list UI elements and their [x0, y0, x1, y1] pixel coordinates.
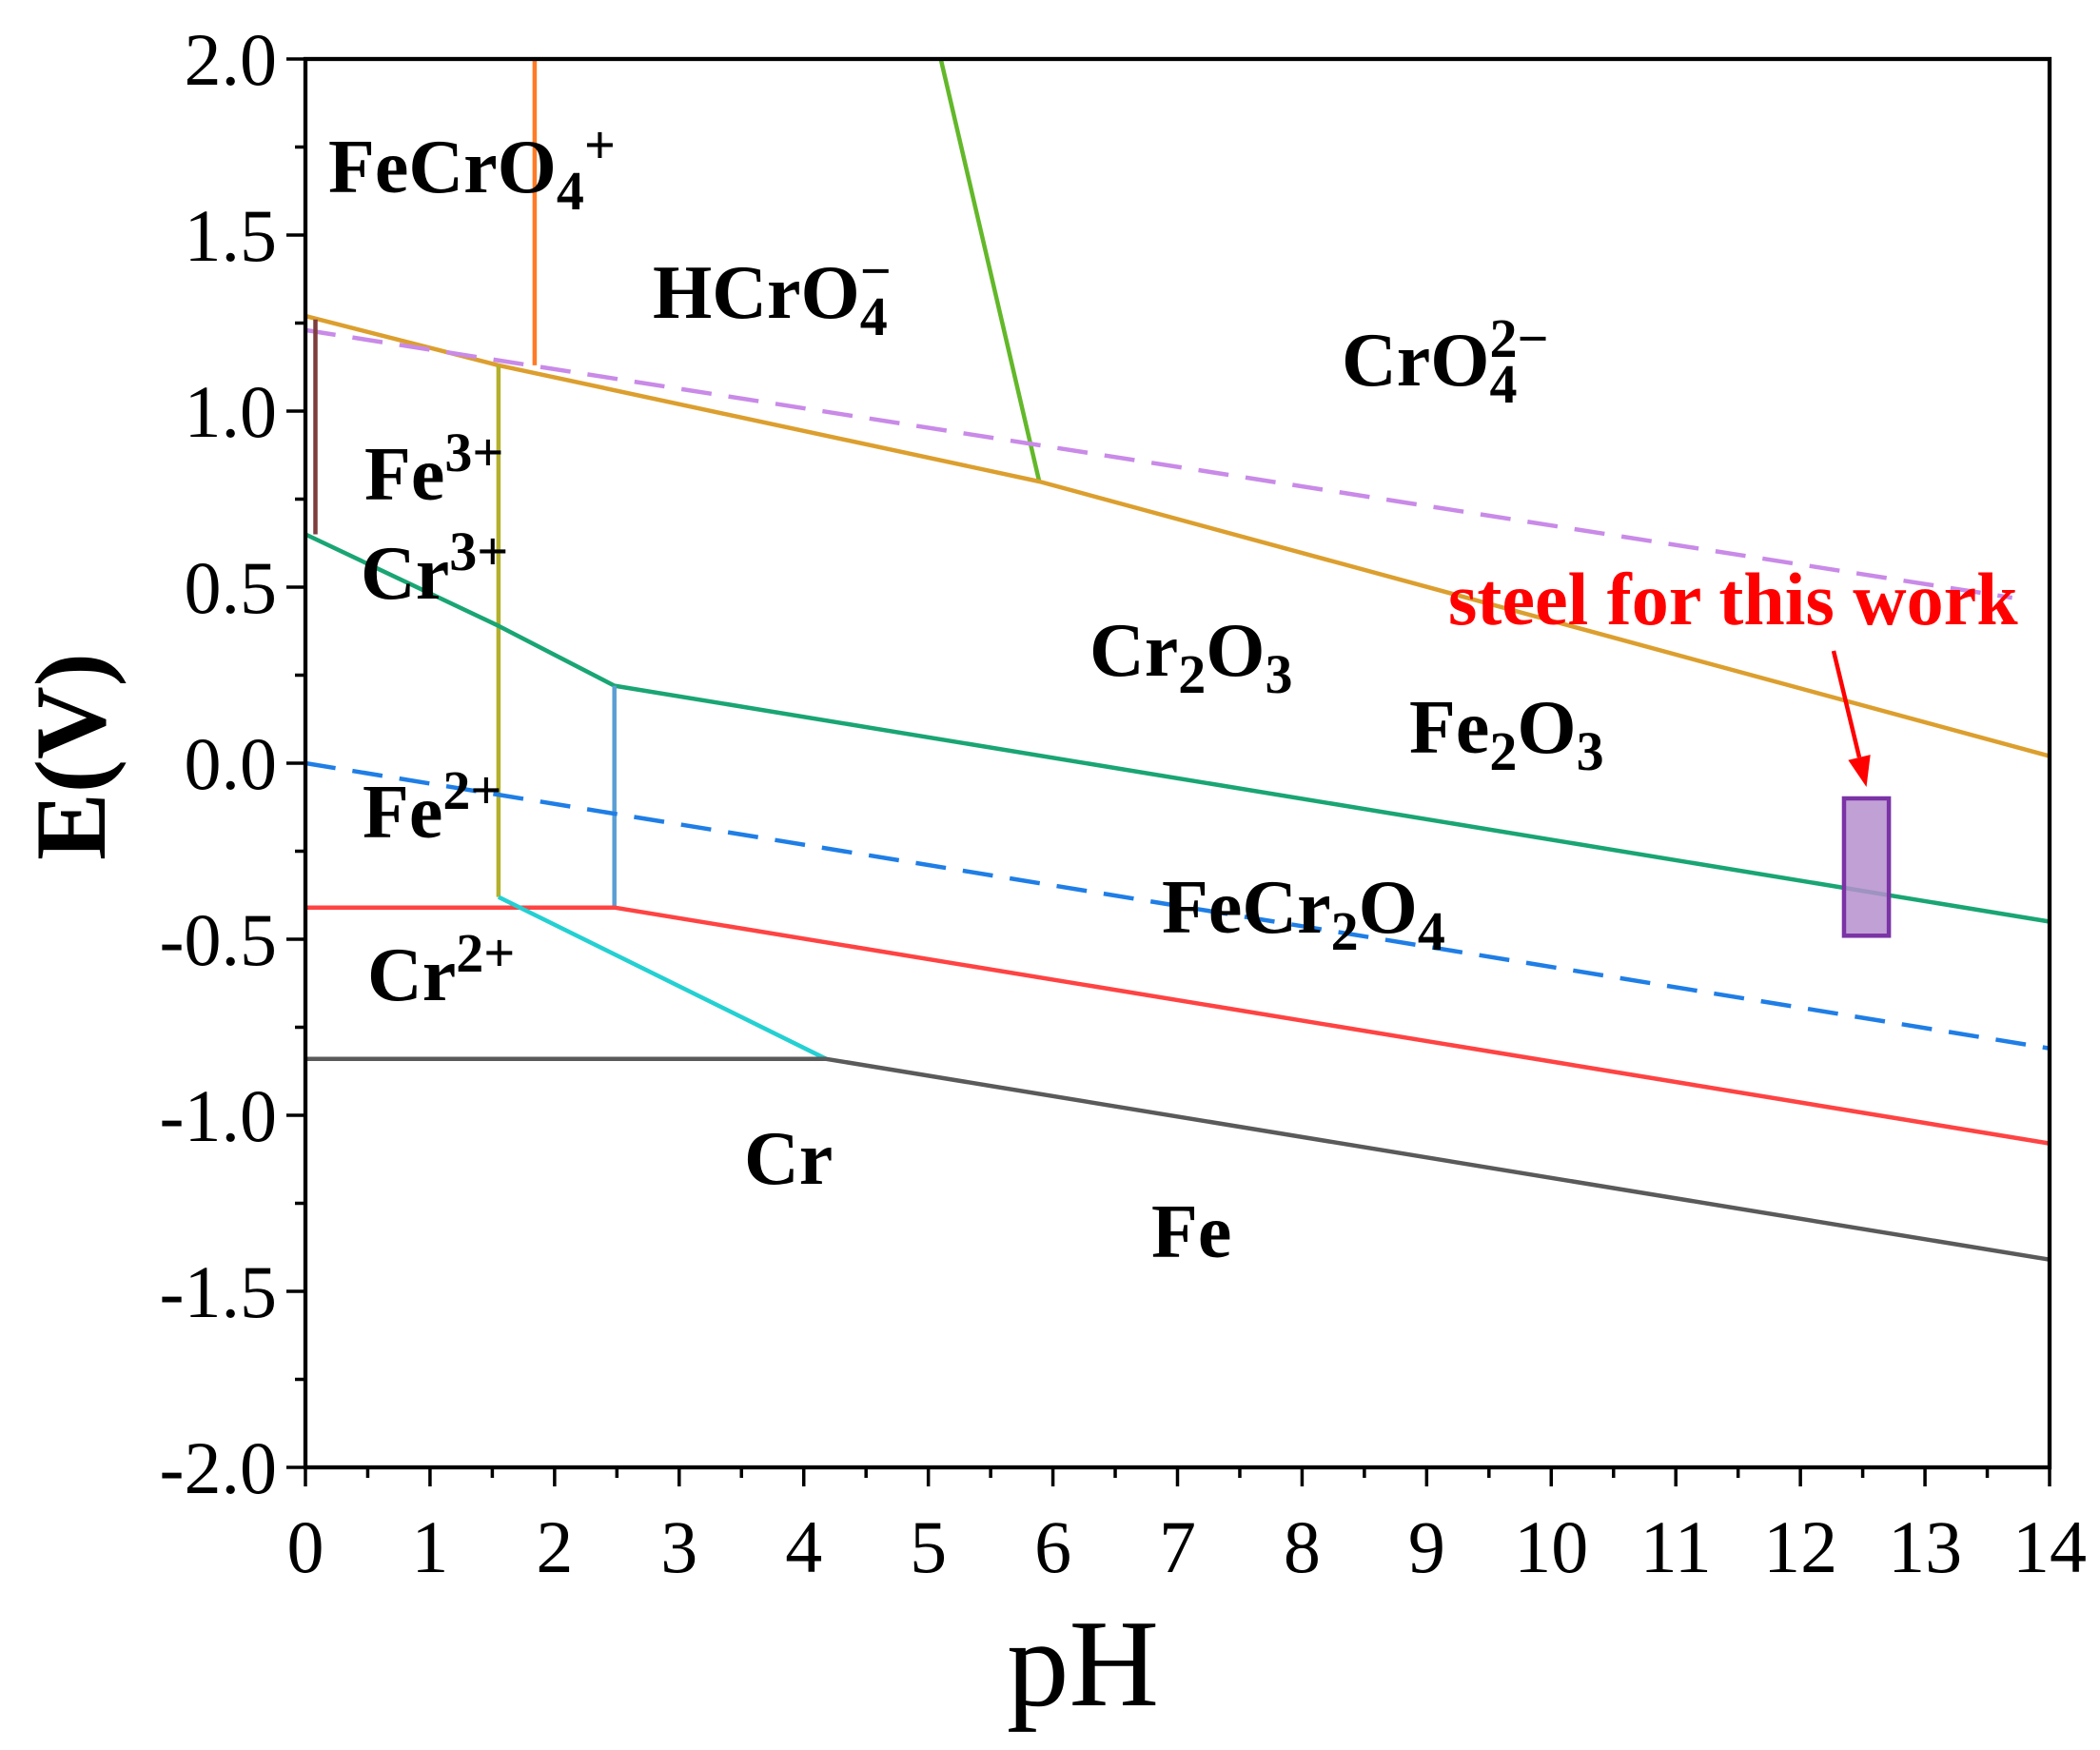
steel-region	[1841, 796, 1892, 938]
region-label-cr2plus: Cr2+	[367, 922, 515, 1017]
label-text: Fe	[1409, 686, 1489, 770]
label-text: O	[1206, 609, 1265, 693]
region-label-cr3plus: Cr3+	[361, 521, 508, 616]
label-superscript: 3+	[444, 422, 503, 483]
region-label-cr: Cr	[744, 1117, 833, 1201]
x-tick-label: 7	[1159, 1505, 1196, 1588]
label-subscript: 4	[860, 285, 888, 347]
x-tick-label: 14	[2012, 1505, 2087, 1588]
label-text: Fe	[1151, 1190, 1231, 1274]
annotation: steel for this work	[1448, 558, 2018, 787]
plot-frame	[303, 56, 2052, 1470]
x-tick-label: 9	[1408, 1505, 1445, 1588]
x-tick-label: 4	[785, 1505, 822, 1588]
label-text: FeCr	[1162, 866, 1331, 950]
label-text: Cr	[361, 532, 449, 616]
region-label-fe: Fe	[1151, 1190, 1231, 1274]
boundary-line-7	[304, 532, 2051, 924]
annotation-label: steel for this work	[1448, 558, 2018, 640]
y-tick-label: -2.0	[160, 1426, 277, 1509]
label-subscript: 3	[1577, 720, 1604, 782]
region-label-fe3plus: Fe3+	[364, 422, 503, 517]
y-tick-label: 1.5	[185, 194, 278, 277]
label-text: CrO	[1342, 319, 1490, 403]
label-superscript: 3+	[449, 521, 508, 582]
region-label-cr2o3: Cr2O3	[1089, 609, 1293, 705]
x-axis: 0 1 2 3 4 5 6 7 8 9 10 11 12 13 14	[287, 1467, 2087, 1588]
label-superscript: −	[860, 240, 892, 302]
y-tick-label: 0.5	[185, 546, 278, 629]
y-tick-label: 2.0	[185, 18, 278, 101]
label-subscript: 4	[557, 160, 584, 222]
y-tick-label: -0.5	[160, 898, 277, 981]
label-text: HCrO	[653, 251, 860, 335]
y-tick-label: 1.0	[185, 370, 278, 453]
label-superscript: 2−	[1490, 307, 1549, 369]
boundary-line-10	[305, 905, 2051, 1146]
steel-region-box	[1841, 796, 1892, 938]
region-label-fe2plus: Fe2+	[363, 759, 501, 855]
label-text: Fe	[363, 771, 442, 855]
x-tick-label: 2	[536, 1505, 573, 1588]
label-subscript: 4	[1490, 353, 1518, 415]
annotation-arrow	[1831, 650, 1862, 758]
label-subscript: 2	[1489, 720, 1517, 782]
label-text: O	[1359, 866, 1418, 950]
boundary-line-9	[304, 760, 2051, 1051]
label-superscript: 2+	[456, 922, 515, 984]
label-subscript: 2	[1178, 643, 1206, 705]
x-tick-label: 0	[287, 1505, 324, 1588]
boundary-lines	[304, 58, 2051, 1262]
y-axis-label: E(V)	[15, 653, 127, 860]
region-label-fecro4plus: FeCrO4+	[328, 114, 616, 222]
label-subscript: 4	[1418, 900, 1445, 962]
label-text: Cr	[367, 934, 456, 1017]
x-tick-label: 13	[1888, 1505, 1962, 1588]
region-label-cro42minus: CrO42−	[1342, 307, 1549, 415]
label-superscript: +	[584, 114, 616, 176]
x-tick-label: 3	[660, 1505, 697, 1588]
x-tick-label: 11	[1640, 1505, 1712, 1588]
boundary-line-3	[304, 313, 2051, 758]
label-text: Cr	[1089, 609, 1178, 693]
x-tick-label: 6	[1034, 1505, 1071, 1588]
label-subscript: 3	[1266, 643, 1293, 705]
region-label-fecr2o4: FeCr2O4	[1162, 866, 1445, 962]
label-text: FeCrO	[328, 126, 557, 209]
x-tick-label: 1	[411, 1505, 448, 1588]
label-superscript: 2+	[442, 759, 501, 821]
x-tick-label: 12	[1763, 1505, 1837, 1588]
region-labels: FeCrO4+HCrO4−CrO42−Fe3+Cr3+Cr2O3Fe2O3Fe2…	[328, 114, 1604, 1274]
annotation-arrowhead	[1848, 755, 1871, 787]
x-tick-label: 5	[910, 1505, 947, 1588]
boundary-line-4	[304, 327, 2013, 600]
x-tick-label: 10	[1514, 1505, 1588, 1588]
y-tick-label: -1.0	[160, 1074, 277, 1157]
label-text: Fe	[364, 433, 444, 517]
y-axis: 2.0 1.5 1.0 0.5 0.0 -0.5 -1.0 -1.5 -2.0	[160, 18, 305, 1509]
region-label-hcro4minus: HCrO4−	[653, 240, 892, 347]
y-tick-label: -1.5	[160, 1250, 277, 1333]
x-tick-label: 8	[1284, 1505, 1321, 1588]
label-text: Cr	[744, 1117, 833, 1201]
boundary-line-2	[938, 58, 1042, 482]
label-subscript: 2	[1331, 900, 1359, 962]
region-label-fe2o3: Fe2O3	[1409, 686, 1604, 782]
y-tick-label: 0.0	[185, 722, 278, 805]
boundary-line-12	[305, 1056, 2051, 1262]
label-text: O	[1517, 686, 1576, 770]
boundary-line-11	[497, 895, 828, 1061]
x-axis-label: pH	[1007, 1595, 1159, 1733]
